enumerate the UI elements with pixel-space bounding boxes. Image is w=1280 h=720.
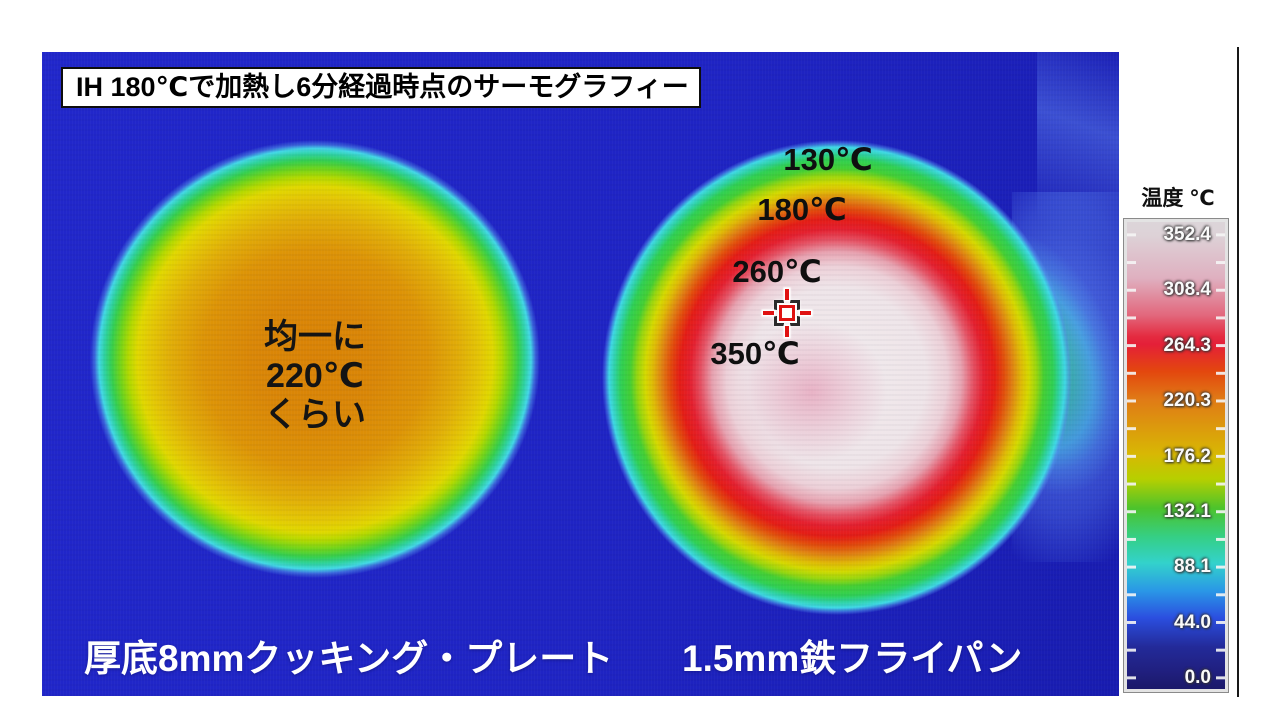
colorbar-ticks-right: [1216, 222, 1225, 689]
isotherm-label-260: 260℃: [732, 254, 822, 289]
plate-annotation-line: 220℃: [266, 357, 364, 395]
crosshair-bracket: [790, 316, 800, 326]
plate-annotation: 均一に 220℃ くらい: [264, 318, 366, 435]
isotherm-label-180: 180℃: [757, 192, 847, 227]
scale-tick-label: 176.2: [1163, 446, 1211, 467]
isotherm-label-350: 350℃: [710, 336, 800, 371]
crosshair-bracket: [774, 300, 784, 310]
measurement-crosshair-icon: [763, 289, 811, 337]
scale-tick-label: 132.1: [1163, 501, 1211, 522]
pan-center-hotspot: [737, 322, 887, 462]
crosshair-arm: [763, 311, 774, 315]
colorbar: 352.4 308.4 264.3 220.3 176.2 132.1 88.1…: [1124, 219, 1228, 692]
scale-tick-label: 352.4: [1163, 224, 1211, 245]
scale-tick-label: 220.3: [1163, 390, 1211, 411]
crosshair-bracket: [790, 300, 800, 310]
crosshair-bracket: [774, 316, 784, 326]
plate-caption: 厚底8mmクッキング・プレート: [84, 638, 614, 679]
colorbar-ticks-left: [1127, 222, 1136, 689]
title-banner: IH 180℃で加熱し6分経過時点のサーモグラフィー: [61, 67, 701, 108]
crosshair-arm: [785, 326, 789, 337]
plate-annotation-line: くらい: [264, 396, 366, 434]
crosshair-arm: [785, 289, 789, 300]
isotherm-label-130: 130℃: [783, 142, 873, 177]
scale-tick-label: 88.1: [1174, 556, 1211, 577]
pan-caption: 1.5mm鉄フライパン: [682, 638, 1023, 679]
scale-title: 温度 ℃: [1141, 187, 1215, 210]
thermal-image: IH 180℃で加熱し6分経過時点のサーモグラフィー 均一に 220℃ くらい …: [42, 52, 1119, 696]
temperature-scale-panel: 温度 ℃ 352.4 308.4 264.3 220.3 176.2 132.1…: [1119, 52, 1237, 696]
scale-tick-label: 0.0: [1184, 667, 1211, 688]
scale-tick-label: 44.0: [1174, 612, 1211, 633]
plate-annotation-line: 均一に: [264, 318, 366, 356]
crosshair-center-square: [779, 305, 795, 321]
title-text: IH 180℃で加熱し6分経過時点のサーモグラフィー: [76, 72, 689, 102]
panel-divider-line: [1237, 47, 1239, 697]
crosshair-arm: [800, 311, 811, 315]
scale-tick-label: 308.4: [1163, 279, 1211, 300]
scale-tick-label: 264.3: [1163, 335, 1211, 356]
cooking-plate-thermal-circle: [90, 140, 540, 578]
